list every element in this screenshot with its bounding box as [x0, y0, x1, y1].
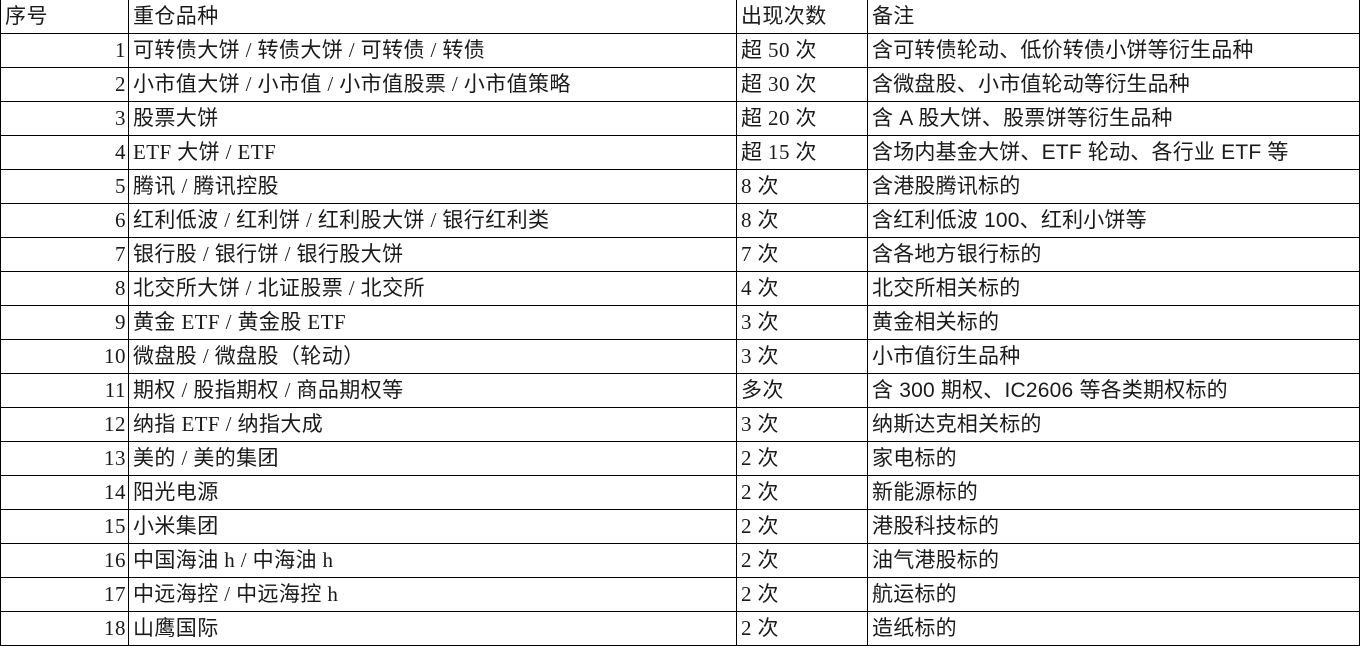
cell-index: 10 — [0, 339, 129, 374]
cell-count: 4 次 — [736, 271, 868, 306]
table-row: 8 北交所大饼 / 北证股票 / 北交所 4 次 北交所相关标的 — [0, 271, 1360, 306]
column-header-count: 出现次数 — [736, 0, 868, 34]
cell-index: 15 — [0, 509, 129, 544]
cell-note: 含红利低波 100、红利小饼等 — [867, 203, 1360, 238]
cell-count: 3 次 — [736, 339, 868, 374]
cell-note: 含场内基金大饼、ETF 轮动、各行业 ETF 等 — [867, 135, 1360, 170]
table-row: 6 红利低波 / 红利饼 / 红利股大饼 / 银行红利类 8 次 含红利低波 1… — [0, 203, 1360, 238]
cell-note: 港股科技标的 — [867, 509, 1360, 544]
table-row: 5 腾讯 / 腾讯控股 8 次 含港股腾讯标的 — [0, 169, 1360, 204]
cell-count: 多次 — [736, 373, 868, 408]
table-row: 1 可转债大饼 / 转债大饼 / 可转债 / 转债 超 50 次 含可转债轮动、… — [0, 33, 1360, 68]
cell-index: 14 — [0, 475, 129, 510]
cell-count: 2 次 — [736, 475, 868, 510]
cell-index: 17 — [0, 577, 129, 612]
cell-note: 北交所相关标的 — [867, 271, 1360, 306]
cell-index: 12 — [0, 407, 129, 442]
cell-variety: 山鹰国际 — [128, 611, 737, 646]
cell-variety: 银行股 / 银行饼 / 银行股大饼 — [128, 237, 737, 272]
cell-index: 5 — [0, 169, 129, 204]
table-row: 14 阳光电源 2 次 新能源标的 — [0, 475, 1360, 510]
cell-variety: 阳光电源 — [128, 475, 737, 510]
cell-index: 4 — [0, 135, 129, 170]
cell-variety: 中远海控 / 中远海控 h — [128, 577, 737, 612]
cell-note: 黄金相关标的 — [867, 305, 1360, 340]
cell-variety: 美的 / 美的集团 — [128, 441, 737, 476]
cell-note: 航运标的 — [867, 577, 1360, 612]
cell-count: 2 次 — [736, 441, 868, 476]
table-row: 7 银行股 / 银行饼 / 银行股大饼 7 次 含各地方银行标的 — [0, 237, 1360, 272]
cell-variety: 红利低波 / 红利饼 / 红利股大饼 / 银行红利类 — [128, 203, 737, 238]
cell-count: 2 次 — [736, 509, 868, 544]
cell-count: 8 次 — [736, 203, 868, 238]
cell-count: 超 50 次 — [736, 33, 868, 68]
table-row: 17 中远海控 / 中远海控 h 2 次 航运标的 — [0, 577, 1360, 612]
cell-note: 造纸标的 — [867, 611, 1360, 646]
cell-index: 6 — [0, 203, 129, 238]
cell-count: 8 次 — [736, 169, 868, 204]
cell-variety: 纳指 ETF / 纳指大成 — [128, 407, 737, 442]
table-row: 13 美的 / 美的集团 2 次 家电标的 — [0, 441, 1360, 476]
table-row: 2 小市值大饼 / 小市值 / 小市值股票 / 小市值策略 超 30 次 含微盘… — [0, 67, 1360, 102]
table-row: 9 黄金 ETF / 黄金股 ETF 3 次 黄金相关标的 — [0, 305, 1360, 340]
cell-count: 3 次 — [736, 305, 868, 340]
cell-count: 超 30 次 — [736, 67, 868, 102]
cell-note: 含微盘股、小市值轮动等衍生品种 — [867, 67, 1360, 102]
cell-note: 油气港股标的 — [867, 543, 1360, 578]
cell-note: 含港股腾讯标的 — [867, 169, 1360, 204]
cell-variety: 可转债大饼 / 转债大饼 / 可转债 / 转债 — [128, 33, 737, 68]
table-row: 12 纳指 ETF / 纳指大成 3 次 纳斯达克相关标的 — [0, 407, 1360, 442]
cell-index: 3 — [0, 101, 129, 136]
table-row: 16 中国海油 h / 中海油 h 2 次 油气港股标的 — [0, 543, 1360, 578]
cell-note: 纳斯达克相关标的 — [867, 407, 1360, 442]
cell-variety: 中国海油 h / 中海油 h — [128, 543, 737, 578]
cell-variety: 腾讯 / 腾讯控股 — [128, 169, 737, 204]
column-header-index: 序号 — [0, 0, 129, 34]
cell-note: 含各地方银行标的 — [867, 237, 1360, 272]
cell-count: 超 15 次 — [736, 135, 868, 170]
cell-variety: 微盘股 / 微盘股（轮动） — [128, 339, 737, 374]
cell-note: 新能源标的 — [867, 475, 1360, 510]
table-header-row: 序号 重仓品种 出现次数 备注 — [0, 0, 1360, 34]
cell-index: 1 — [0, 33, 129, 68]
table-row: 11 期权 / 股指期权 / 商品期权等 多次 含 300 期权、IC2606 … — [0, 373, 1360, 408]
cell-count: 7 次 — [736, 237, 868, 272]
table-row: 10 微盘股 / 微盘股（轮动） 3 次 小市值衍生品种 — [0, 339, 1360, 374]
cell-index: 9 — [0, 305, 129, 340]
table-row: 15 小米集团 2 次 港股科技标的 — [0, 509, 1360, 544]
cell-index: 18 — [0, 611, 129, 646]
cell-variety: ETF 大饼 / ETF — [128, 135, 737, 170]
cell-note: 含可转债轮动、低价转债小饼等衍生品种 — [867, 33, 1360, 68]
table-row: 3 股票大饼 超 20 次 含 A 股大饼、股票饼等衍生品种 — [0, 101, 1360, 136]
table-row: 18 山鹰国际 2 次 造纸标的 — [0, 611, 1360, 646]
cell-count: 超 20 次 — [736, 101, 868, 136]
cell-count: 2 次 — [736, 577, 868, 612]
cell-index: 13 — [0, 441, 129, 476]
cell-note: 含 300 期权、IC2606 等各类期权标的 — [867, 373, 1360, 408]
cell-index: 16 — [0, 543, 129, 578]
table-row: 4 ETF 大饼 / ETF 超 15 次 含场内基金大饼、ETF 轮动、各行业… — [0, 135, 1360, 170]
cell-variety: 股票大饼 — [128, 101, 737, 136]
cell-note: 家电标的 — [867, 441, 1360, 476]
column-header-note: 备注 — [867, 0, 1360, 34]
cell-note: 含 A 股大饼、股票饼等衍生品种 — [867, 101, 1360, 136]
cell-variety: 小市值大饼 / 小市值 / 小市值股票 / 小市值策略 — [128, 67, 737, 102]
cell-variety: 期权 / 股指期权 / 商品期权等 — [128, 373, 737, 408]
cell-variety: 黄金 ETF / 黄金股 ETF — [128, 305, 737, 340]
cell-count: 3 次 — [736, 407, 868, 442]
cell-index: 8 — [0, 271, 129, 306]
column-header-variety: 重仓品种 — [128, 0, 737, 34]
cell-variety: 小米集团 — [128, 509, 737, 544]
cell-note: 小市值衍生品种 — [867, 339, 1360, 374]
cell-count: 2 次 — [736, 611, 868, 646]
cell-index: 2 — [0, 67, 129, 102]
cell-count: 2 次 — [736, 543, 868, 578]
cell-variety: 北交所大饼 / 北证股票 / 北交所 — [128, 271, 737, 306]
cell-index: 7 — [0, 237, 129, 272]
cell-index: 11 — [0, 373, 129, 408]
